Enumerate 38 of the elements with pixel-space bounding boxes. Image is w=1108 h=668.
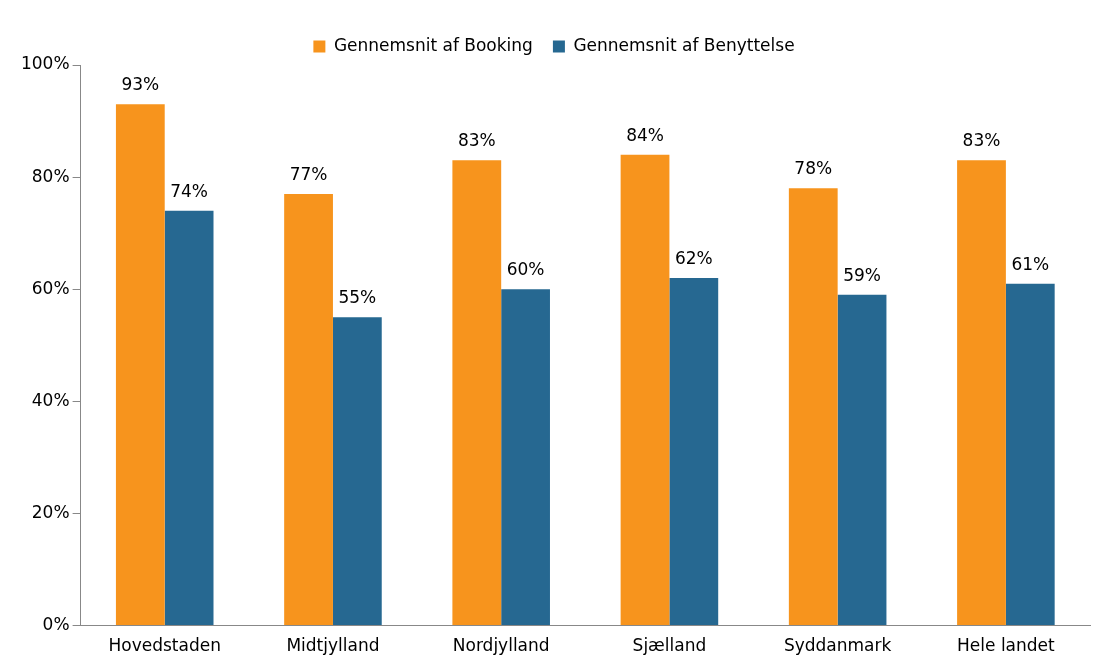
bar <box>620 154 670 626</box>
x-tick-label: Midtjylland <box>286 635 380 656</box>
x-tick-label: Sjælland <box>632 635 707 656</box>
bar <box>957 160 1006 626</box>
data-label: 83% <box>457 130 496 151</box>
bar <box>452 160 502 626</box>
bar <box>332 317 382 626</box>
bar <box>284 193 333 626</box>
data-label: 62% <box>674 247 713 268</box>
y-tick-label: 40% <box>31 389 70 410</box>
bar <box>115 104 165 626</box>
x-tick-label: Syddanmark <box>783 635 892 656</box>
data-label: 59% <box>843 264 881 285</box>
legend-label: Gennemsnit af Booking <box>333 34 533 55</box>
bar <box>837 294 887 626</box>
data-label: 60% <box>506 259 545 280</box>
y-tick-label: 80% <box>31 165 70 186</box>
legend-label: Gennemsnit af Benyttelse <box>573 34 795 55</box>
data-label: 78% <box>794 158 833 179</box>
bar <box>669 278 719 626</box>
x-tick-label: Hele landet <box>957 635 1056 656</box>
bar <box>501 289 550 626</box>
bar <box>164 210 214 626</box>
x-tick-label: Nordjylland <box>452 635 550 656</box>
data-label: 74% <box>170 180 209 201</box>
y-tick-label: 0% <box>42 614 70 635</box>
data-label: 55% <box>338 287 377 308</box>
data-label: 93% <box>121 74 160 95</box>
data-label: 61% <box>1011 253 1050 274</box>
data-label: 77% <box>289 163 328 184</box>
x-tick-label: Hovedstaden <box>108 635 221 656</box>
data-label: 84% <box>626 124 664 145</box>
bar <box>788 188 838 626</box>
y-tick-label: 100% <box>20 53 70 74</box>
y-tick-label: 60% <box>31 277 70 298</box>
y-tick-label: 20% <box>31 501 70 522</box>
data-label: 83% <box>962 130 1001 151</box>
bar <box>1005 283 1055 626</box>
